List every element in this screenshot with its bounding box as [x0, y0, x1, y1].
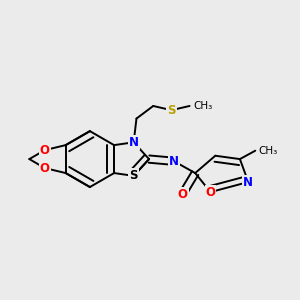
- Text: N: N: [169, 155, 179, 168]
- Text: N: N: [243, 176, 253, 188]
- Text: O: O: [40, 161, 50, 175]
- Text: O: O: [178, 188, 188, 200]
- Text: O: O: [40, 144, 50, 157]
- Text: S: S: [167, 104, 176, 117]
- Text: CH₃: CH₃: [259, 146, 278, 156]
- Text: CH₃: CH₃: [193, 101, 212, 111]
- Text: N: N: [129, 136, 139, 149]
- Text: S: S: [129, 169, 138, 182]
- Text: O: O: [206, 186, 216, 199]
